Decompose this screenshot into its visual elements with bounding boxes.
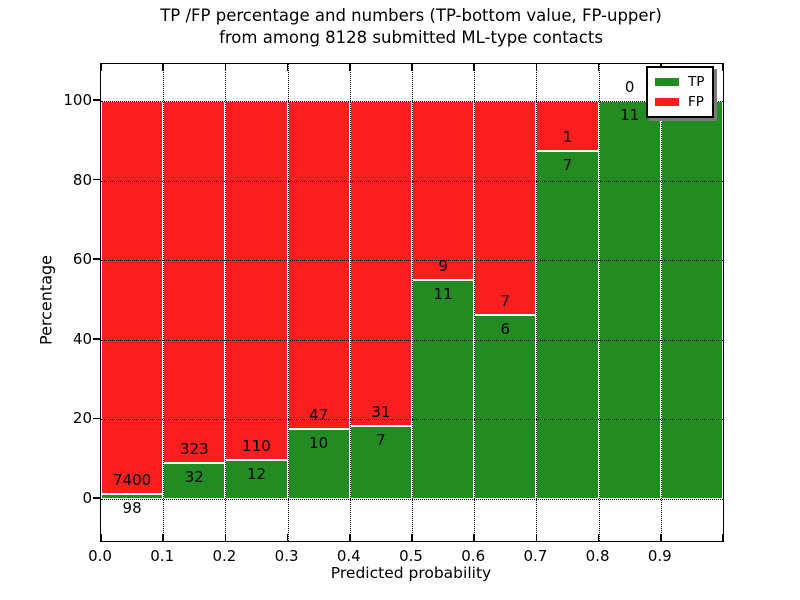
y-tick-label: 60 [72,250,92,269]
x-axis-tick-top [722,64,724,71]
x-axis-tick-top [349,64,351,71]
fp-count-label: 47 [309,406,329,425]
gridline-vertical [598,64,600,541]
tp-count-label: 11 [620,106,640,124]
x-axis-tick-bottom [411,534,413,541]
fp-count-label: 7 [500,292,511,311]
fp-count-label: 31 [371,402,391,421]
tp-count-label: 7 [562,155,573,174]
y-tick-label: 0 [82,489,92,507]
y-axis-tick [93,417,100,420]
y-axis-tick [93,99,100,101]
bar-segment-fp [287,101,350,430]
y-axis-tick [93,338,100,340]
x-tick-label: 0.5 [399,547,423,565]
gridline-vertical [412,64,413,541]
y-axis-tick [93,178,100,181]
x-axis-tick-bottom [722,534,724,541]
x-axis-tick-top [473,64,475,71]
x-tick-label: 0.3 [274,547,299,565]
tp-count-label: 12 [246,464,267,483]
bar-segment-tp [412,280,475,499]
bar-segment-fp [163,101,226,464]
tp-count-label: 98 [122,498,142,517]
bar-segment-tp [474,315,537,499]
gridline-vertical [349,64,351,541]
tp-count-label: 10 [309,434,329,453]
bar-segment-fp [349,101,412,426]
gridline-vertical [163,64,165,541]
gridline-vertical [474,64,476,541]
x-axis-tick-bottom [286,534,289,541]
y-axis-tick [93,497,100,499]
x-axis-tick-top [597,64,600,71]
x-axis-tick-bottom [162,534,164,541]
x-tick-label: 0.1 [150,547,175,565]
chart-title-line-1: TP /FP percentage and numbers (TP-bottom… [160,6,662,25]
tp-count-label: 11 [433,285,453,304]
legend-label-fp: FP [688,93,704,110]
x-tick-label: 0.4 [336,547,361,565]
chart-title-line-2: from among 8128 submitted ML-type contac… [219,28,603,47]
legend-item-tp: TP [655,72,712,92]
x-axis-tick-bottom [349,534,351,541]
bar-segment-tp [660,101,723,499]
bar-segment-tp [163,463,226,499]
tp-count-label: 6 [500,320,511,339]
fp-count-label: 0 [624,78,635,96]
plot-area: 74009832332110124710317911761701106 [100,63,724,542]
gridline-vertical [225,64,227,541]
bar-segment-tp [598,101,661,499]
y-axis-tick [93,258,100,260]
fp-swatch-icon [655,98,679,106]
bar-segment-tp [101,493,164,499]
gridline-vertical [536,64,538,541]
bar-segment-tp [536,150,599,499]
x-axis-tick-bottom [100,534,102,541]
gridline-vertical [287,64,289,541]
x-axis-tick-bottom [660,534,662,541]
x-tick-label: 0.7 [523,547,548,565]
x-axis-tick-top [224,64,227,71]
legend-label-tp: TP [688,73,705,90]
x-axis-tick-bottom [473,534,475,541]
gridline-vertical [660,64,662,541]
x-axis-tick-top [535,64,538,71]
x-axis-tick-bottom [597,534,600,541]
legend-item-fp: FP [655,92,712,112]
x-axis-tick-top [411,64,413,71]
bar-segment-fp [101,101,164,494]
x-axis-tick-top [162,64,164,71]
x-axis-tick-top [286,64,289,71]
bar-segment-fp [474,101,537,316]
legend: TP FP [646,66,714,118]
bar-segment-fp [225,101,288,460]
fp-count-label: 110 [242,436,271,455]
y-tick-label: 100 [63,91,92,109]
y-tick-label: 40 [72,329,92,348]
x-axis-tick-bottom [535,534,538,541]
fp-count-label: 323 [179,440,209,459]
y-tick-label: 80 [72,170,92,189]
x-tick-label: 0.9 [647,547,672,565]
chart-title: TP /FP percentage and numbers (TP-bottom… [100,5,722,49]
x-axis-tick-bottom [224,534,227,541]
bar-segment-fp [412,101,475,281]
fp-count-label: 1 [562,127,573,146]
x-tick-label: 0.6 [461,547,486,565]
fp-count-label: 9 [438,257,448,276]
x-axis-tick-top [100,64,102,71]
tp-swatch-icon [655,78,679,86]
y-tick-label: 20 [72,409,92,428]
fp-count-label: 7400 [113,470,152,489]
tp-count-label: 32 [184,468,204,487]
x-tick-label: 0.8 [585,547,610,565]
x-axis-label: Predicted probability [330,564,492,582]
x-tick-label: 0.0 [88,547,112,565]
bar-segment-tp [287,429,350,499]
x-tick-label: 0.2 [212,547,237,565]
bar-segment-tp [349,425,412,499]
tp-count-label: 7 [376,430,386,449]
